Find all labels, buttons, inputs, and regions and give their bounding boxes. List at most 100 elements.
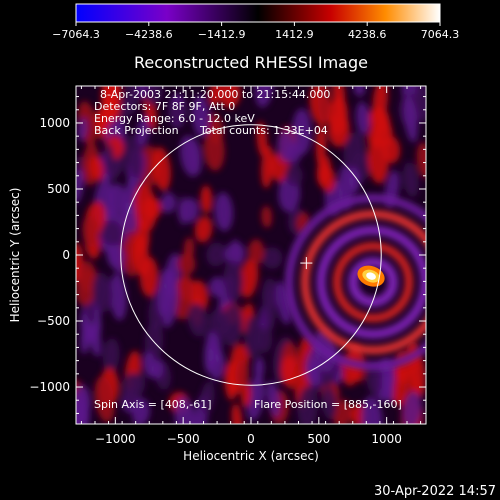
texture-blob xyxy=(261,278,278,313)
texture-blob xyxy=(76,402,90,424)
texture-blob xyxy=(163,283,179,328)
x-tick-label: 0 xyxy=(247,432,255,446)
texture-blob xyxy=(177,253,196,275)
texture-blob xyxy=(132,234,149,277)
texture-blob xyxy=(109,273,127,321)
texture-blob xyxy=(136,114,151,148)
texture-blob xyxy=(261,205,273,228)
texture-blob xyxy=(207,113,224,144)
texture-blob xyxy=(160,192,176,214)
colorbar-tick-label: −1412.9 xyxy=(198,28,246,41)
texture-blob xyxy=(231,403,243,424)
texture-blob xyxy=(409,350,426,398)
spin-axis-marker xyxy=(300,257,313,270)
texture-blob xyxy=(332,399,352,424)
texture-blob xyxy=(254,86,274,108)
texture-blob xyxy=(261,247,283,269)
annotation-energy-range: Energy Range: 6.0 - 12.0 keV xyxy=(94,112,255,125)
texture-blob xyxy=(208,86,222,107)
annotation-flare-position: Flare Position = [885,-160] xyxy=(254,398,402,411)
y-axis-label: Heliocentric Y (arcsec) xyxy=(8,188,22,323)
annotation-block: 8-Apr-2003 21:11:20.000 to 21:15:44.000 … xyxy=(94,88,402,411)
x-tick-label: 500 xyxy=(307,432,330,446)
colorbar: −7064.3 −4238.6 −1412.9 1412.9 4238.6 7064.3 xyxy=(52,3,460,41)
texture-blob xyxy=(191,95,210,138)
colorbar-tick-label: −7064.3 xyxy=(52,28,100,41)
texture-blob xyxy=(266,380,281,418)
x-axis: −1000 −500 0 500 1000 xyxy=(80,86,422,446)
texture-blob xyxy=(214,192,234,232)
texture-blob xyxy=(297,385,318,424)
texture-blob xyxy=(284,163,303,187)
y-tick-label: 1000 xyxy=(39,116,70,130)
flare-core-peak xyxy=(366,272,376,280)
texture-blob xyxy=(79,260,97,293)
annotation-method: Back Projection xyxy=(94,124,179,137)
texture-blob xyxy=(206,242,227,267)
texture-blob xyxy=(187,303,209,337)
flare-ring xyxy=(348,257,399,308)
x-tick-label: −1000 xyxy=(95,432,136,446)
texture-blob xyxy=(318,86,331,125)
texture-blob xyxy=(84,298,96,325)
heatmap-image xyxy=(76,86,426,424)
annotation-detectors: Detectors: 7F 8F 9F, Att 0 xyxy=(94,100,235,113)
footer-timestamp: 30-Apr-2022 14:57 xyxy=(374,484,496,499)
texture-blob xyxy=(256,121,268,157)
texture-blob xyxy=(104,143,115,177)
texture-blob xyxy=(223,260,243,302)
texture-blob xyxy=(108,183,127,215)
texture-blob xyxy=(348,167,361,193)
y-axis: −1000 −500 0 500 1000 xyxy=(29,96,426,414)
texture-blob xyxy=(361,396,383,424)
texture-blob xyxy=(101,220,123,246)
texture-blob xyxy=(209,276,226,297)
texture-blob xyxy=(121,372,141,407)
y-tick-label: 0 xyxy=(62,248,70,262)
texture-blob xyxy=(200,381,215,415)
texture-blob xyxy=(244,315,262,359)
texture-blob xyxy=(328,96,348,136)
texture-blob xyxy=(80,324,91,354)
y-tick-label: −500 xyxy=(37,314,70,328)
annotation-total-counts: Total counts: 1.33E+04 xyxy=(199,124,328,137)
x-axis-label: Heliocentric X (arcsec) xyxy=(183,449,319,463)
texture-blob xyxy=(131,398,151,424)
texture-blob xyxy=(92,272,113,313)
texture-blob xyxy=(246,375,265,421)
texture-blob xyxy=(318,164,336,193)
texture-blob xyxy=(224,241,246,266)
y-tick-label: 500 xyxy=(47,182,70,196)
colorbar-tick-label: 1412.9 xyxy=(275,28,314,41)
texture-blob xyxy=(248,239,265,265)
texture-blob xyxy=(76,168,84,204)
texture-blob xyxy=(152,146,171,191)
colorbar-tick-label: 7064.3 xyxy=(421,28,460,41)
texture-blob xyxy=(321,386,337,420)
texture-blob xyxy=(254,356,265,380)
texture-blob xyxy=(82,215,98,248)
texture-blob xyxy=(240,257,259,298)
texture-blob xyxy=(367,136,389,184)
texture-blob xyxy=(143,351,156,378)
texture-blob xyxy=(179,135,201,177)
chart-title: Reconstructed RHESSI Image xyxy=(134,53,368,72)
texture-blob xyxy=(402,161,419,198)
x-tick-label: −500 xyxy=(167,432,200,446)
texture-blob xyxy=(402,391,422,424)
texture-blob xyxy=(174,396,196,424)
texture-blob xyxy=(134,183,157,232)
texture-blob xyxy=(144,86,163,106)
texture-blob xyxy=(124,86,140,115)
texture-blob xyxy=(194,216,213,243)
annotation-time-range: 8-Apr-2003 21:11:20.000 to 21:15:44.000 xyxy=(100,88,330,101)
texture-blob xyxy=(381,371,394,403)
texture-blob xyxy=(168,100,188,125)
x-tick-label: 1000 xyxy=(371,432,402,446)
texture-blob xyxy=(235,359,249,390)
texture-blob xyxy=(89,155,104,182)
texture-blob xyxy=(343,132,365,172)
texture-blob xyxy=(200,185,213,214)
flare-ring xyxy=(301,210,426,355)
